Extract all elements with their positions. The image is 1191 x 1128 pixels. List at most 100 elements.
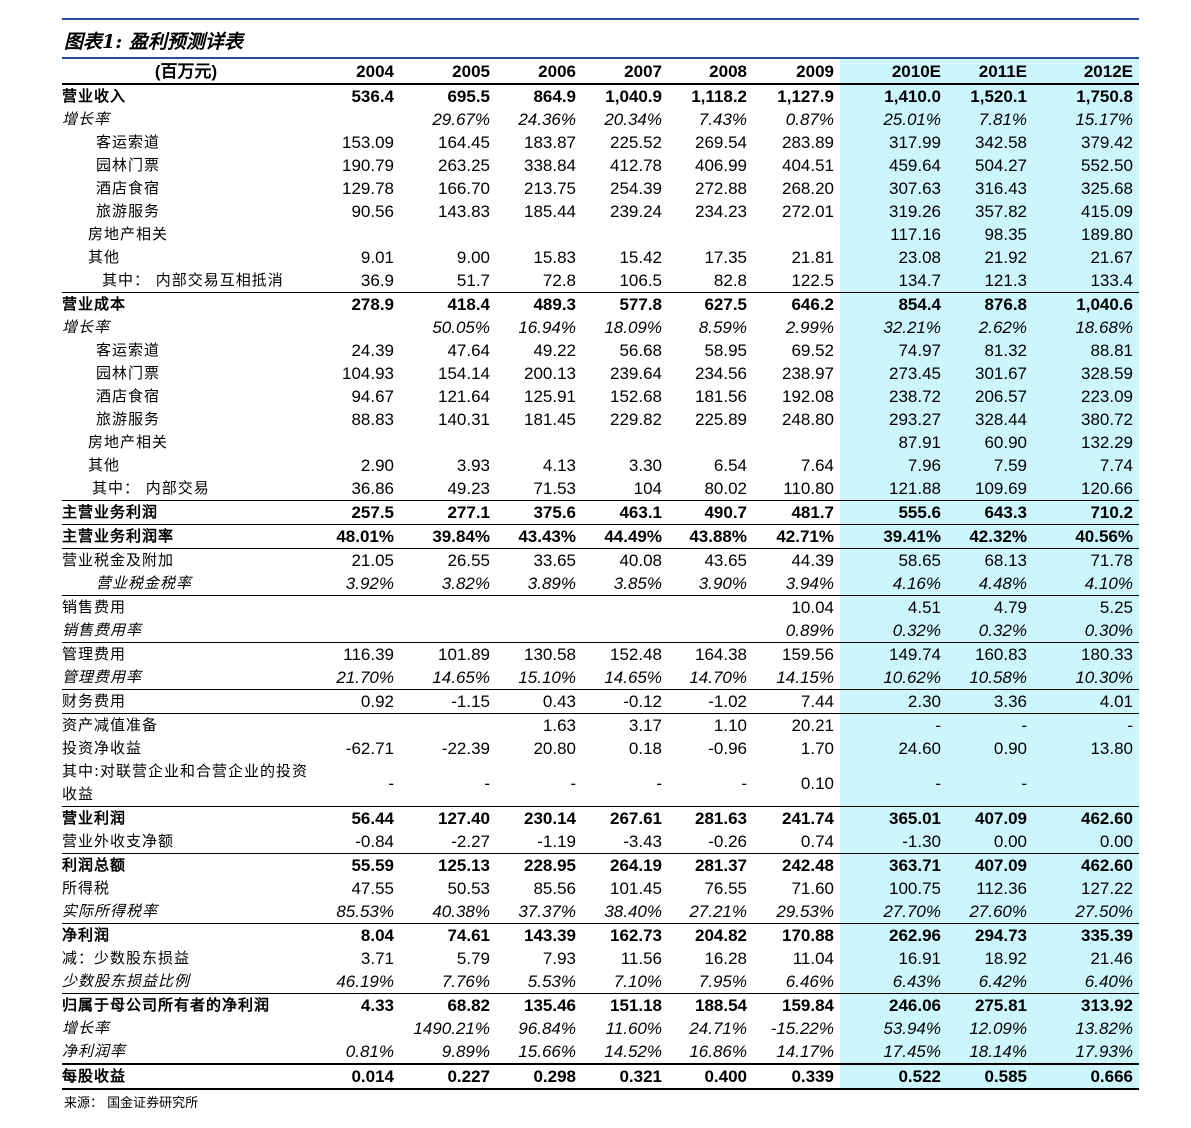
value-cell: 272.01 [782,202,834,221]
forecast-cell: 17.45% [840,1040,947,1064]
value-cell: 257.5 [316,500,400,525]
forecast-cell: 357.82 [947,200,1033,223]
value-cell [753,223,840,246]
value-cell: 21.81 [791,248,834,267]
value-cell: 58.95 [704,341,747,360]
forecast-cell: 1,750.8 [1033,84,1139,108]
value-cell: 29.67% [432,110,490,129]
value-cell: - [656,773,662,793]
forecast-cell: 316.43 [947,177,1033,200]
value-cell: 3.85% [613,574,662,593]
forecast-cell: 317.99 [840,131,947,154]
value-cell: 0.321 [582,1063,668,1090]
row-label: 增长率 [62,110,111,128]
forecast-cell: 206.57 [947,385,1033,408]
value-cell: 71.53 [533,479,576,498]
value-cell: 110.80 [783,479,834,498]
value-cell: 104.93 [342,364,394,383]
value-cell: 85.56 [533,879,576,898]
forecast-cell: 7.74 [1033,454,1139,477]
forecast-cell: 1,520.1 [947,84,1033,108]
value-cell: 39.84% [400,524,496,549]
value-cell: 1.70 [800,739,834,758]
forecast-cell: 53.94% [840,1017,947,1040]
value-cell: 166.70 [438,179,490,198]
value-cell: 38.40% [604,902,662,921]
value-cell [496,223,582,246]
value-cell: 122.5 [791,271,834,290]
forecast-cell: 328.59 [1033,362,1139,385]
forecast-cell: - [1033,713,1139,737]
forecast-cell: 223.09 [1033,385,1139,408]
value-cell: 49.22 [533,341,576,360]
value-cell: 27.21% [689,902,747,921]
value-cell: 0.43 [496,689,582,714]
forecast-cell: 313.92 [1033,993,1139,1017]
table-row: 客运索道 24.39 47.64 49.22 56.68 58.95 69.52 74.97 8… [62,339,1139,362]
value-cell: 3.90% [698,574,747,593]
value-cell: 164.45 [438,133,490,152]
value-cell: -0.96 [708,739,747,758]
value-cell: 14.52% [604,1042,662,1061]
value-cell: 0.89% [785,621,834,640]
forecast-cell: 238.72 [840,385,947,408]
forecast-cell: 0.00 [1033,830,1139,854]
value-cell: 43.43% [496,524,582,549]
value-cell: 4.13 [542,456,576,475]
forecast-cell: 0.522 [840,1063,947,1090]
value-cell: -22.39 [441,739,490,758]
row-label: 客运索道 [96,133,161,151]
value-cell: 192.08 [782,387,834,406]
value-cell: 88.83 [351,410,394,429]
value-cell: -2.27 [451,832,490,851]
value-cell: 181.45 [524,410,576,429]
forecast-cell: 180.33 [1033,642,1139,666]
value-cell: 277.1 [400,500,496,525]
forecast-cell: 21.67 [1033,246,1139,269]
forecast-cell: 0.30% [1033,619,1139,643]
value-cell: 536.4 [351,87,394,106]
value-cell: 230.14 [496,806,582,830]
value-cell: 104 [633,479,662,498]
forecast-cell: 325.68 [1033,177,1139,200]
forecast-cell: 132.29 [1033,431,1139,454]
forecast-cell: 0.32% [947,619,1033,643]
value-cell: 159.84 [753,993,840,1017]
value-cell [400,431,496,454]
table-row: 管理费用 116.39 101.89 130.58 152.48 164.38 159.56… [62,642,1139,666]
table-row: 财务费用 0.92 -1.15 0.43 -0.12 -1.02 7.44 2.30 3.36 4… [62,689,1139,714]
value-cell [582,223,668,246]
row-label: 营业收入 [62,87,127,105]
value-cell: 24.71% [689,1019,747,1038]
value-cell: 248.80 [782,410,834,429]
row-label: 酒店食宿 [96,387,161,405]
value-cell: 268.20 [782,179,834,198]
value-cell: -0.26 [708,832,747,851]
value-cell: 76.55 [704,879,747,898]
value-cell: 80.02 [704,479,747,498]
value-cell: 16.28 [704,949,747,968]
forecast-cell: 1,040.6 [1033,292,1139,316]
value-cell: 5.79 [456,949,490,968]
forecast-cell: 0.00 [947,830,1033,854]
value-cell: 74.61 [400,923,496,947]
table-row: 旅游服务 88.83 140.31 181.45 229.82 225.89 248.80 2… [62,408,1139,431]
value-cell: 3.93 [456,456,490,475]
table-row: 房地产相关 87.91 60.90 132.29 [62,431,1139,454]
forecast-cell: 555.6 [840,500,947,525]
row-label: 管理费用 [62,642,316,666]
forecast-cell: 246.06 [840,993,947,1017]
value-cell: 241.74 [753,806,840,830]
value-cell [316,108,400,131]
forecast-cell: - [947,713,1033,737]
forecast-cell: 4.79 [947,595,1033,619]
value-cell [582,595,668,619]
value-cell: 15.83 [533,248,576,267]
value-cell: 8.04 [316,923,400,947]
value-cell: 56.68 [619,341,662,360]
value-cell: 48.01% [316,524,400,549]
value-cell: 278.9 [316,292,400,316]
table-row: 其中:对联营企业和合营企业的投资收益 - - - - -0.10- - [62,760,1139,807]
value-cell: 8.59% [698,318,747,337]
row-label: 营业利润 [62,806,316,830]
